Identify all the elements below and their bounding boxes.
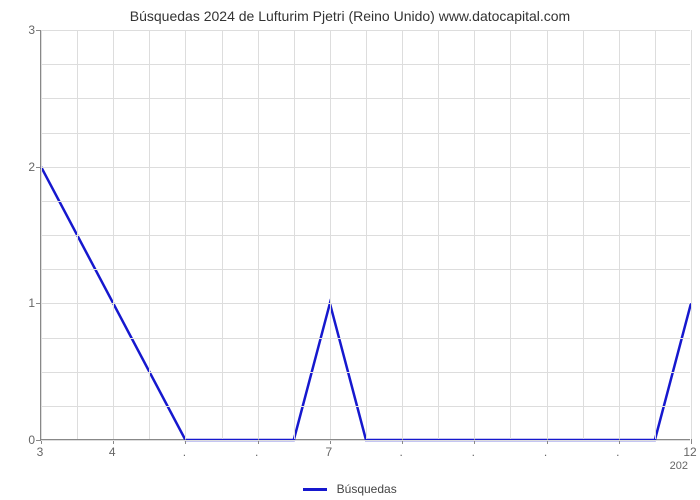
legend-label: Búsquedas <box>337 482 397 496</box>
x-tick-mark <box>691 439 692 444</box>
grid-line-horizontal-minor <box>41 201 690 202</box>
x-axis-sublabel: 202 <box>670 460 688 472</box>
x-tick-dot: . <box>183 445 186 459</box>
grid-line-horizontal <box>41 440 690 441</box>
grid-line-horizontal-minor <box>41 98 690 99</box>
plot-area <box>40 30 690 440</box>
y-tick-label: 1 <box>20 296 35 310</box>
y-tick-mark <box>36 167 41 168</box>
chart-title: Búsquedas 2024 de Lufturim Pjetri (Reino… <box>0 8 700 24</box>
grid-line-horizontal-minor <box>41 269 690 270</box>
grid-line-horizontal-minor <box>41 372 690 373</box>
grid-line-horizontal-minor <box>41 406 690 407</box>
y-tick-mark <box>36 440 41 441</box>
grid-line-horizontal <box>41 30 690 31</box>
x-tick-label: 3 <box>37 445 44 459</box>
grid-line-horizontal-minor <box>41 64 690 65</box>
x-tick-label: 12 <box>683 445 696 459</box>
y-tick-mark <box>36 30 41 31</box>
grid-line-horizontal <box>41 303 690 304</box>
grid-line-horizontal-minor <box>41 338 690 339</box>
y-tick-mark <box>36 303 41 304</box>
grid-line-vertical <box>691 30 692 439</box>
y-tick-label: 2 <box>20 160 35 174</box>
grid-line-horizontal <box>41 167 690 168</box>
x-tick-dot: . <box>544 445 547 459</box>
y-tick-label: 0 <box>20 433 35 447</box>
x-tick-dot: . <box>399 445 402 459</box>
grid-line-horizontal-minor <box>41 235 690 236</box>
chart-container: Búsquedas 2024 de Lufturim Pjetri (Reino… <box>0 0 700 500</box>
y-tick-label: 3 <box>20 23 35 37</box>
legend-swatch <box>303 488 327 491</box>
x-tick-dot: . <box>472 445 475 459</box>
legend: Búsquedas <box>0 482 700 496</box>
x-tick-dot: . <box>616 445 619 459</box>
x-tick-label: 4 <box>109 445 116 459</box>
grid-line-horizontal-minor <box>41 133 690 134</box>
x-tick-dot: . <box>255 445 258 459</box>
x-tick-label: 7 <box>326 445 333 459</box>
